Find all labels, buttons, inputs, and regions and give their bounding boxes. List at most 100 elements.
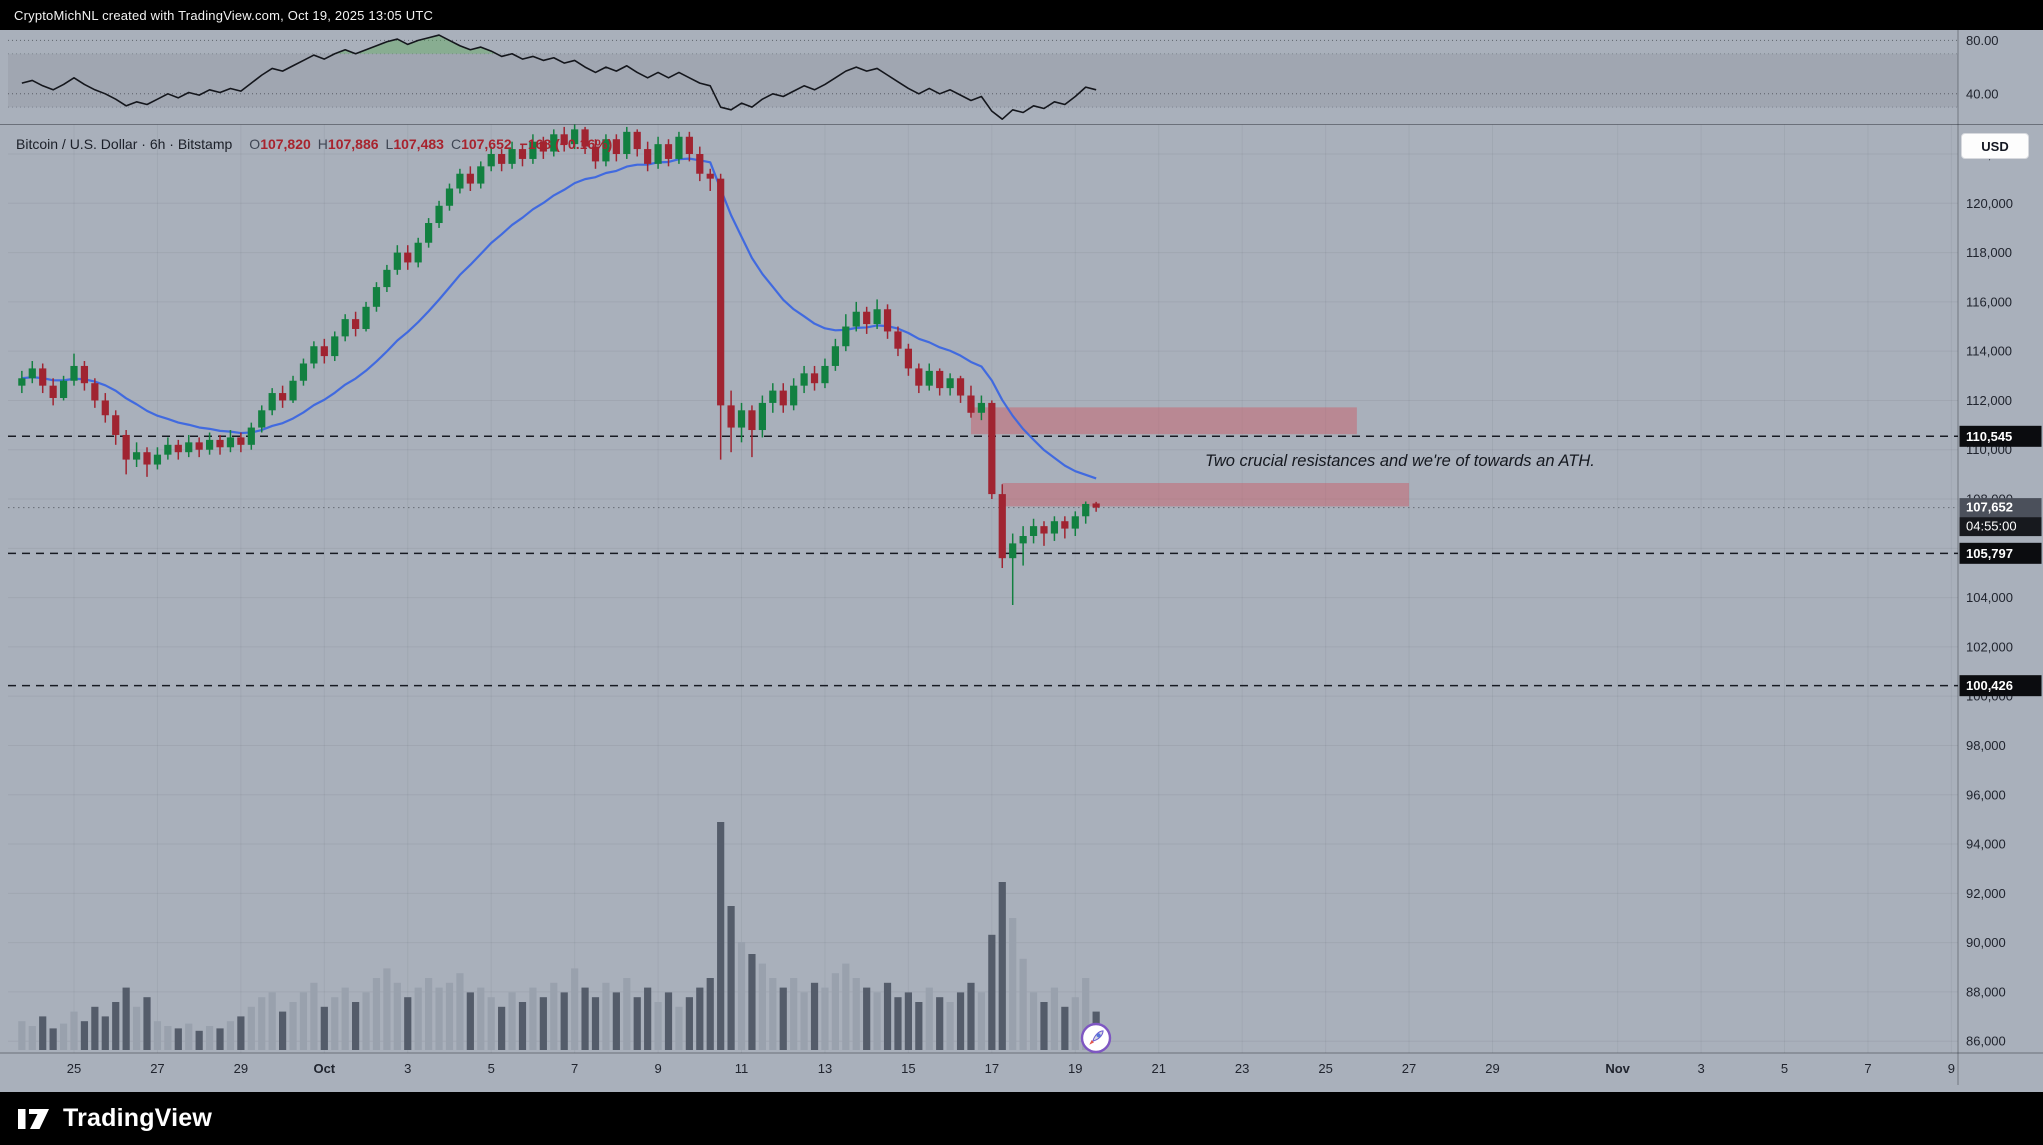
candle [310, 346, 318, 364]
level-lines[interactable] [8, 435, 1958, 687]
price-axis-label: 92,000 [1966, 886, 2006, 901]
candle [122, 434, 130, 460]
candle [602, 139, 610, 162]
volume-bar [623, 978, 631, 1050]
candle [143, 452, 151, 465]
time-axis-label: 13 [818, 1061, 832, 1076]
volume-bar [769, 978, 777, 1050]
price-axis-label: 94,000 [1966, 837, 2006, 852]
ohlc-o-label: O [249, 136, 261, 152]
price-axis-label: 112,000 [1966, 393, 2012, 408]
volume-bar [508, 992, 516, 1050]
volume-bar [122, 987, 130, 1050]
candle [946, 378, 954, 389]
volume-bar [487, 997, 495, 1050]
candle [560, 134, 568, 145]
candle [279, 393, 287, 401]
candle [508, 149, 516, 164]
level-price-pill [1959, 425, 2042, 447]
time-axis-label: 27 [150, 1061, 164, 1076]
volume-bar [331, 997, 339, 1050]
candle [352, 319, 360, 329]
volume-bar [873, 992, 881, 1050]
candle [70, 365, 78, 381]
price-axis-label: 104,000 [1966, 590, 2013, 605]
resistance-zone[interactable] [970, 407, 1357, 435]
candle [80, 365, 89, 384]
symbol-title[interactable]: Bitcoin / U.S. Dollar · 6h · Bitstamp [16, 136, 233, 152]
time-axis-label: 11 [735, 1061, 749, 1076]
price-axis-label: 120,000 [1966, 196, 2013, 211]
tradingview-logo[interactable]: TradingView [18, 1104, 212, 1133]
volume-bar [800, 992, 808, 1050]
volume-bar [581, 987, 589, 1050]
chart-annotation-text[interactable]: Two crucial resistances and we're of tow… [1205, 452, 1595, 470]
candle [1029, 526, 1038, 536]
rocket-sticker-icon[interactable] [1080, 1022, 1112, 1054]
time-axis-label: 9 [654, 1061, 661, 1076]
level-price-pill-text: 100,426 [1966, 678, 2013, 693]
candle [28, 368, 36, 379]
volume-bar [925, 987, 933, 1050]
candle [1082, 503, 1090, 517]
volume-bar [268, 992, 276, 1050]
candle [185, 442, 193, 453]
volume-bar [404, 997, 412, 1050]
volume-bar [977, 992, 986, 1050]
candle [758, 402, 766, 431]
currency-toggle-button[interactable]: USD [1961, 133, 2029, 159]
tradingview-wordmark: TradingView [63, 1104, 213, 1132]
candle [1061, 521, 1069, 529]
time-axis-label: 23 [1235, 1061, 1249, 1076]
candle [404, 252, 412, 263]
volume-bar [1082, 978, 1090, 1050]
volume-bar [352, 1002, 360, 1050]
candle [956, 378, 965, 396]
candle [487, 154, 495, 167]
resistance-zone[interactable] [1002, 483, 1410, 507]
volume-bar [477, 987, 485, 1050]
price-axis-label: 98,000 [1966, 738, 2006, 753]
volume-bar [591, 997, 600, 1050]
candle [779, 390, 787, 406]
candle [91, 383, 99, 401]
volume-bar [435, 987, 443, 1050]
time-axis-label: 25 [67, 1061, 81, 1076]
price-axis-label: 88,000 [1966, 984, 2006, 999]
price-axis-label: 118,000 [1966, 245, 2012, 260]
volume-bar [498, 1006, 506, 1050]
volume-bar [748, 954, 756, 1050]
volume-bar [372, 978, 381, 1050]
volume-bar [946, 1002, 954, 1050]
volume-bar [112, 1002, 120, 1050]
candle [331, 336, 339, 357]
volume-bar [571, 968, 579, 1050]
volume-bar [28, 1026, 36, 1050]
time-axis-label: Oct [313, 1061, 335, 1076]
time-axis-label: 29 [1485, 1061, 1499, 1076]
candle [1050, 521, 1059, 534]
volume-bar [216, 1028, 224, 1050]
volume-bar [529, 987, 537, 1050]
candle [393, 252, 401, 270]
volume-bar [456, 973, 464, 1050]
rsi-line-series [21, 34, 1097, 120]
time-axis-label: 27 [1402, 1061, 1416, 1076]
volume-bar [539, 997, 547, 1050]
candle [258, 410, 266, 428]
candle [529, 141, 537, 159]
candle [581, 129, 589, 147]
volume-bar [758, 963, 766, 1050]
volume-bar [998, 882, 1006, 1050]
volume-bar [59, 1023, 68, 1050]
volume-bar [1071, 997, 1079, 1050]
time-axis-scale[interactable]: 25 27 29 Oct 3 5 7 9 11 13 15 17 19 21 23 25 27 29 Nov 3 5 7 9 [67, 1061, 1955, 1076]
candle [685, 136, 693, 155]
volume-bar [842, 963, 850, 1050]
rocket-sticker-graphic [1080, 1022, 1112, 1054]
candle [289, 380, 297, 401]
resistance-zones[interactable] [970, 407, 1410, 507]
candle [414, 242, 422, 263]
countdown-text: 04:55:00 [1966, 519, 2017, 534]
